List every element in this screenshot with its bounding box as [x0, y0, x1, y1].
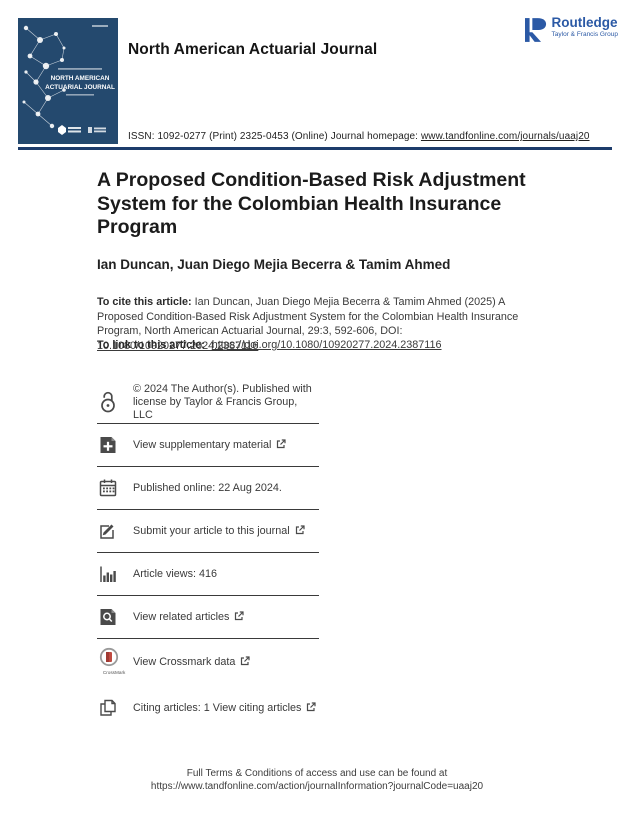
external-link-icon: [241, 655, 251, 665]
issn-text: ISSN: 1092-0277 (Print) 2325-0453 (Onlin…: [128, 131, 421, 142]
published-text: Published online: 22 Aug 2024.: [133, 481, 282, 494]
cover-society-logo: [58, 125, 81, 135]
supplementary-row[interactable]: View supplementary material: [97, 424, 319, 467]
journal-cover-image: NORTH AMERICAN ACTUARIAL JOURNAL: [18, 18, 118, 144]
publisher-name: Routledge: [551, 15, 618, 30]
footer-terms-text: Full Terms & Conditions of access and us…: [186, 768, 448, 779]
issn-line: ISSN: 1092-0277 (Print) 2325-0453 (Onlin…: [128, 131, 590, 142]
external-link-icon: [295, 524, 305, 534]
cover-publisher-logo: [88, 127, 106, 133]
doi-link[interactable]: https://doi.org/10.1080/10920277.2024.23…: [211, 339, 442, 351]
related-articles-row[interactable]: View related articles: [97, 596, 319, 639]
link-label: To link to this article:: [97, 339, 205, 351]
citing-articles-icon: [97, 697, 133, 719]
cite-label: To cite this article:: [97, 296, 192, 308]
citing-articles-link[interactable]: Citing articles: 1 View citing articles: [133, 702, 319, 715]
crossmark-icon: CrossMark: [97, 646, 133, 679]
crossmark-caption: CrossMark: [102, 669, 126, 675]
cite-text: Ian Duncan, Juan Diego Mejia Becerra & T…: [97, 296, 519, 337]
cite-doi-link[interactable]: 10.1080/10920277.2024.2387116: [97, 339, 259, 352]
journal-homepage-link[interactable]: www.tandfonline.com/journals/uaaj20: [420, 131, 590, 142]
submit-link[interactable]: Submit your article to this journal: [133, 525, 319, 538]
journal-cover-art: NORTH AMERICAN ACTUARIAL JOURNAL: [18, 18, 118, 144]
submit-icon: [97, 520, 133, 542]
footer: Full Terms & Conditions of access and us…: [0, 768, 634, 793]
related-articles-link[interactable]: View related articles: [133, 611, 319, 624]
crossmark-row[interactable]: CrossMark View Crossmark data: [97, 639, 319, 685]
license-text: © 2024 The Author(s). Published with lic…: [133, 382, 312, 421]
supplementary-icon: [97, 434, 133, 456]
external-link-icon: [307, 701, 317, 711]
actions-list: © 2024 The Author(s). Published with lic…: [97, 381, 319, 731]
submit-row[interactable]: Submit your article to this journal: [97, 510, 319, 553]
cover-title-line1: NORTH AMERICAN: [51, 75, 110, 82]
cite-block: To cite this article: Ian Duncan, Juan D…: [97, 295, 552, 353]
citing-articles-row[interactable]: Citing articles: 1 View citing articles: [97, 685, 319, 731]
publisher-logo: Routledge Taylor & Francis Group: [524, 15, 618, 44]
header-divider: [18, 147, 612, 150]
external-link-icon: [277, 438, 287, 448]
crossmark-link[interactable]: View Crossmark data: [133, 656, 319, 669]
published-row: Published online: 22 Aug 2024.: [97, 467, 319, 510]
publisher-tagline: Taylor & Francis Group: [551, 31, 618, 38]
routledge-r-icon: [524, 18, 546, 42]
footer-terms-link[interactable]: https://www.tandfonline.com/action/journ…: [150, 780, 484, 792]
supplementary-link[interactable]: View supplementary material: [133, 439, 319, 452]
article-authors: Ian Duncan, Juan Diego Mejia Becerra & T…: [97, 257, 451, 272]
calendar-icon: [97, 477, 133, 499]
article-views-row: Article views: 416: [97, 553, 319, 596]
external-link-icon: [235, 610, 245, 620]
article-views-icon: [97, 563, 133, 585]
article-title: A Proposed Condition-Based Risk Adjustme…: [97, 169, 526, 238]
related-articles-icon: [97, 606, 133, 628]
article-views-text: Article views: 416: [133, 567, 218, 580]
open-access-icon: [97, 390, 133, 414]
link-block: To link to this article: https://doi.org/…: [97, 339, 552, 351]
cover-title-line2: ACTUARIAL JOURNAL: [45, 84, 115, 91]
journal-title: North American Actuarial Journal: [128, 41, 378, 58]
license-row: © 2024 The Author(s). Published with lic…: [97, 381, 319, 424]
